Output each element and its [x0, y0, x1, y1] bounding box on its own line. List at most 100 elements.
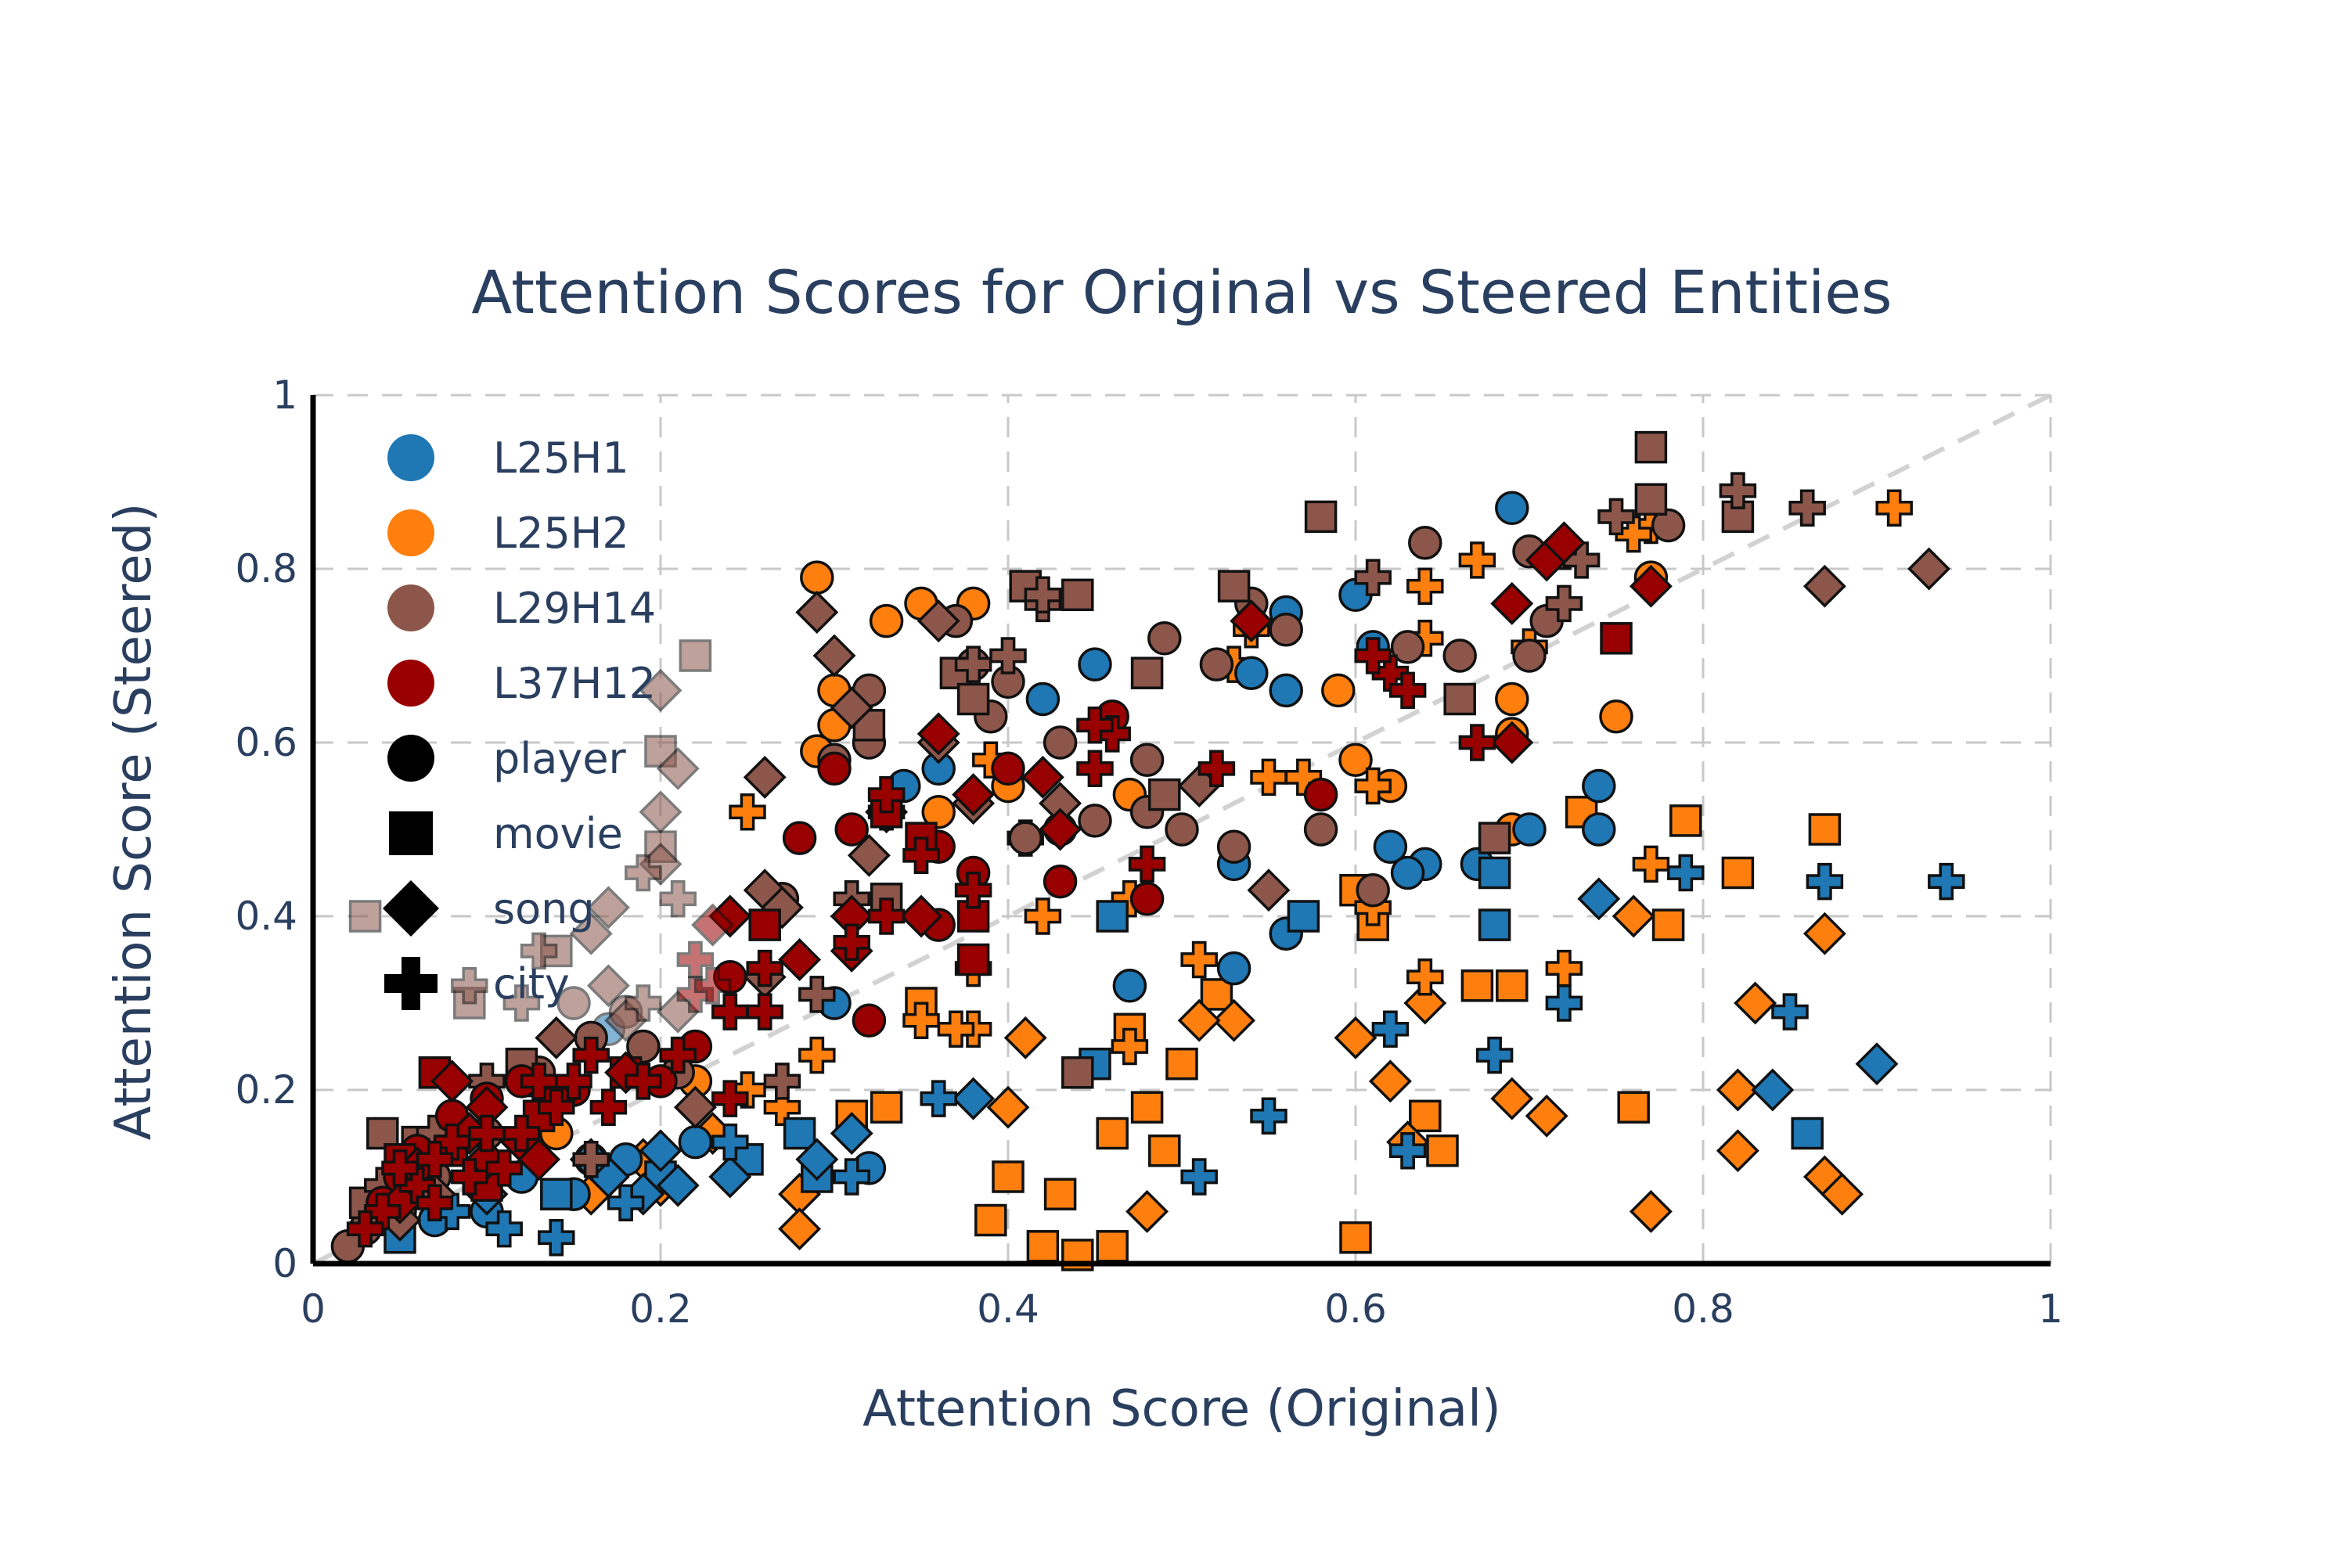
data-point-l37h12-city [485, 1149, 523, 1187]
data-point-l25h1-city [833, 1158, 870, 1196]
data-point-l37h12-city [520, 1063, 558, 1100]
data-point-l25h1-movie [540, 1178, 573, 1210]
x-tick-label: 0.4 [977, 1286, 1039, 1332]
data-point-l37h12-player [852, 1003, 887, 1038]
data-point-l25h2-player [1495, 682, 1529, 717]
data-point-l29h14-movie [956, 682, 990, 716]
y-tick-label: 0.6 [235, 720, 297, 765]
data-point-l25h1-player [678, 1124, 713, 1160]
data-point-l25h1-player [1512, 812, 1547, 847]
data-point-l37h12-city [1076, 707, 1114, 744]
data-point-l29h14-player [1390, 630, 1425, 664]
data-point-l25h2-city [1180, 940, 1218, 979]
y-tick-label: 0 [272, 1241, 297, 1286]
data-point-l25h2-city [1024, 897, 1062, 935]
data-point-l29h14-movie [1478, 822, 1511, 854]
data-point-l29h14-city [954, 646, 992, 683]
data-point-l25h1-city [920, 1080, 957, 1117]
data-point-l25h1-movie [783, 1117, 816, 1150]
data-point-l29h14-song [1907, 547, 1951, 591]
data-point-l29h14-song [795, 591, 839, 634]
data-point-l29h14-player [1442, 638, 1477, 673]
data-point-l29h14-player [1008, 821, 1043, 855]
data-point-l29h14-player [626, 1029, 661, 1064]
data-point-l25h1-city [1388, 1131, 1427, 1170]
data-point-l37h12-city [433, 1123, 471, 1161]
data-point-l29h14-movie [1443, 682, 1476, 716]
data-point-l29h14-city [1354, 559, 1392, 596]
data-point-l25h1-player [1373, 829, 1408, 864]
data-point-l25h2-movie [1148, 1134, 1181, 1167]
data-point-l37h12-city [902, 836, 940, 875]
data-point-l25h2-movie [974, 1203, 1007, 1237]
data-point-l37h12-city [1388, 671, 1427, 710]
data-point-l37h12-player [1129, 882, 1165, 916]
data-point-l25h1-city [607, 1184, 645, 1222]
data-point-l29h14-player [1303, 812, 1338, 847]
data-point-l37h12-city [1354, 637, 1392, 674]
data-point-l25h2-movie [1130, 1091, 1164, 1124]
data-point-l25h2-song [1177, 998, 1221, 1042]
data-point-l25h2-movie [1651, 908, 1685, 941]
data-point-l25h2-song [1612, 894, 1655, 938]
data-point-l29h14-city [659, 880, 697, 918]
data-point-l25h1-song [830, 1112, 873, 1155]
x-tick-label: 0.6 [1324, 1286, 1387, 1332]
data-point-l37h12-city [416, 1141, 454, 1178]
data-point-l25h2-city [1632, 845, 1670, 883]
y-tick-label: 0.2 [235, 1067, 297, 1113]
data-point-l25h2-city [1406, 567, 1444, 605]
data-point-l25h2-song [1716, 1129, 1759, 1173]
data-point-l25h1-player [1078, 647, 1112, 682]
data-point-l25h2-city [1354, 767, 1392, 805]
data-point-l37h12-song [1629, 564, 1673, 608]
data-point-l37h12-city [381, 1149, 419, 1187]
data-point-l29h14-player [1651, 508, 1686, 543]
data-point-l29h14-city [451, 967, 488, 1005]
data-point-l37h12-song [952, 773, 996, 817]
data-point-l25h2-movie [1165, 1047, 1198, 1081]
y-tick-label: 0.8 [235, 546, 297, 592]
data-point-l37h12-city [954, 871, 992, 909]
data-point-l37h12-city [1128, 845, 1166, 883]
data-point-l29h14-city [502, 984, 541, 1022]
legend-label: L37H12 [493, 659, 656, 708]
data-point-l29h14-song [743, 755, 787, 799]
data-point-l25h1-song [639, 1129, 682, 1173]
data-point-l37h12-song [517, 1138, 561, 1181]
data-point-l25h2-song [1003, 1016, 1047, 1059]
data-point-l25h1-song [656, 1163, 700, 1207]
data-point-l25h2-city [1250, 758, 1287, 797]
data-point-l25h2-movie [1096, 1117, 1129, 1150]
data-point-l29h14-movie [1061, 1056, 1094, 1089]
legend-marker-l29h14 [387, 584, 434, 631]
data-point-l25h2-city [902, 1002, 940, 1039]
data-point-l25h1-player [1112, 969, 1147, 1003]
data-point-l29h14-song [673, 1085, 717, 1129]
data-point-l29h14-song [1247, 869, 1291, 912]
data-point-l37h12-song [899, 894, 943, 938]
data-point-l25h1-movie [1791, 1117, 1824, 1150]
data-point-l25h2-player [869, 603, 904, 638]
chart-title: Attention Scores for Original vs Steered… [471, 257, 1892, 327]
data-point-l25h2-song [1802, 912, 1846, 955]
data-point-l25h1-city [538, 1218, 575, 1257]
data-point-l37h12-city [416, 1184, 454, 1222]
data-point-l25h2-song [1125, 1189, 1169, 1233]
data-point-l25h1-movie [1478, 908, 1511, 941]
data-point-l37h12-song [1039, 807, 1082, 851]
data-point-l25h2-song [1403, 981, 1447, 1025]
data-point-l25h2-movie [1426, 1134, 1459, 1167]
data-point-l25h1-movie [1096, 900, 1129, 933]
data-point-l37h12-city [364, 1192, 402, 1231]
data-point-l25h2-movie [1096, 1230, 1129, 1263]
data-point-l37h12-song [1230, 599, 1273, 643]
data-point-l37h12-city [676, 940, 715, 979]
data-point-l29h14-movie [1634, 483, 1668, 516]
x-tick-label: 0 [301, 1286, 326, 1332]
data-point-l25h1-player [1495, 491, 1529, 526]
legend-label: song [493, 884, 595, 933]
x-tick-label: 0.2 [629, 1286, 692, 1332]
data-point-l25h2-player [800, 560, 834, 595]
